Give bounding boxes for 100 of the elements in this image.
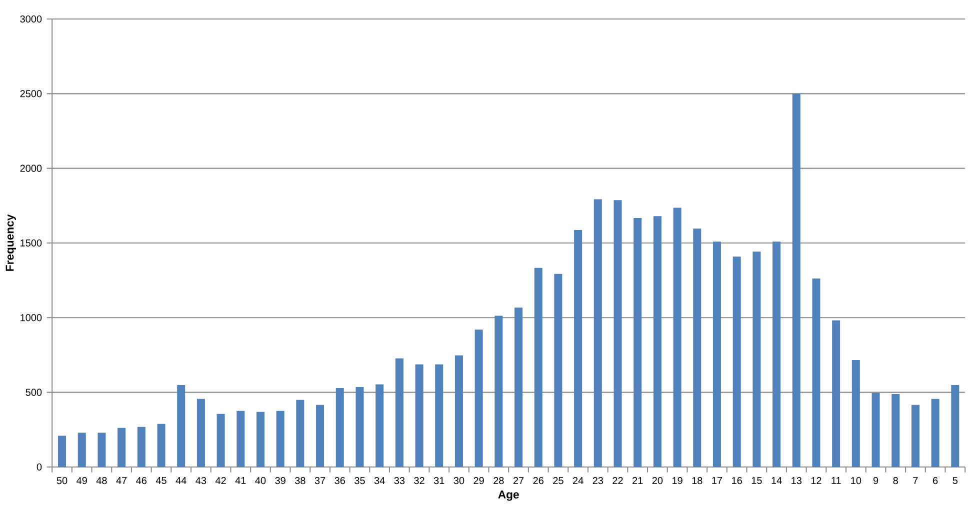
x-tick-label: 29 <box>474 477 484 484</box>
bar <box>634 218 642 467</box>
bar <box>892 394 900 467</box>
x-tick-label: 17 <box>712 477 722 484</box>
bar <box>58 436 66 467</box>
x-tick-label: 7 <box>913 477 918 484</box>
bar <box>931 398 940 467</box>
bar <box>474 330 483 467</box>
x-tick-label: 13 <box>792 477 802 484</box>
bar <box>316 404 324 467</box>
x-tick-label: 50 <box>56 477 68 484</box>
x-axis-title: Age <box>498 490 519 501</box>
y-tick-label: 2500 <box>20 90 42 98</box>
bar <box>256 412 264 467</box>
x-tick-label: 27 <box>513 477 524 484</box>
bar <box>614 200 622 467</box>
y-tick-label: 2000 <box>20 164 42 172</box>
x-tick-label: 10 <box>851 477 862 484</box>
bar <box>594 199 602 467</box>
x-tick-label: 48 <box>96 477 107 484</box>
y-axis-title: Frequency <box>6 214 16 271</box>
x-tick-label: 24 <box>572 477 584 484</box>
x-tick-label: 23 <box>592 477 604 484</box>
x-tick-label: 18 <box>692 477 702 484</box>
bar <box>693 228 702 467</box>
x-tick-label: 9 <box>873 477 878 484</box>
bar <box>812 278 820 467</box>
x-tick-label: 34 <box>374 477 385 484</box>
bar <box>454 355 463 467</box>
bar <box>196 398 205 467</box>
y-tick-label: 3000 <box>20 15 42 23</box>
x-tick-label: 6 <box>933 477 938 484</box>
x-tick-label: 20 <box>652 477 663 484</box>
bar <box>435 364 444 467</box>
x-tick-label: 31 <box>434 477 444 484</box>
x-tick-label: 35 <box>354 477 365 484</box>
bar <box>137 426 146 467</box>
bar <box>296 400 304 467</box>
x-tick-label: 26 <box>533 477 544 484</box>
y-tick-label: 500 <box>26 388 42 396</box>
x-tick-label: 8 <box>893 477 898 484</box>
bar <box>236 410 245 467</box>
y-tick-label: 0 <box>36 463 42 471</box>
x-tick-label: 21 <box>632 477 643 484</box>
x-tick-label: 36 <box>334 477 345 484</box>
bar <box>752 252 761 467</box>
y-tick-label: 1500 <box>20 239 42 247</box>
x-tick-label: 37 <box>314 477 326 484</box>
x-tick-label: 11 <box>832 477 841 484</box>
bar <box>951 385 960 467</box>
bar <box>98 432 106 467</box>
x-tick-label: 49 <box>76 477 87 484</box>
x-tick-label: 19 <box>672 477 682 484</box>
bar <box>872 392 880 467</box>
bar <box>276 410 284 467</box>
bar <box>574 230 582 467</box>
bar <box>177 385 186 467</box>
x-tick-label: 40 <box>255 477 266 484</box>
x-tick-label: 39 <box>275 477 286 484</box>
y-tick-label: 1000 <box>20 314 42 322</box>
bar <box>78 432 86 467</box>
bar <box>911 404 920 467</box>
x-tick-label: 47 <box>116 477 127 484</box>
bar <box>653 216 662 467</box>
bar <box>376 384 384 467</box>
bar <box>356 386 364 467</box>
x-tick-label: 43 <box>196 477 206 484</box>
x-tick-label: 12 <box>811 477 822 484</box>
bar <box>712 242 721 467</box>
bar <box>415 364 424 467</box>
bar <box>732 256 741 467</box>
bar <box>514 308 523 467</box>
x-tick-label: 38 <box>295 477 306 484</box>
bar <box>673 208 682 467</box>
x-tick-label: 16 <box>732 477 742 484</box>
bar <box>554 274 562 467</box>
x-tick-label: 28 <box>494 477 504 484</box>
x-tick-label: 14 <box>772 477 782 484</box>
x-tick-label: 41 <box>235 477 246 484</box>
x-tick-label: 46 <box>136 477 147 484</box>
x-tick-label: 32 <box>414 477 424 484</box>
x-tick-label: 5 <box>952 477 958 484</box>
x-tick-label: 15 <box>752 477 762 484</box>
bar <box>852 360 860 467</box>
bar <box>792 94 800 467</box>
bar <box>118 428 126 467</box>
x-tick-label: 22 <box>612 477 623 484</box>
bar <box>336 388 344 467</box>
x-tick-label: 33 <box>394 477 405 484</box>
bar <box>157 424 166 467</box>
x-tick-label: 25 <box>553 477 564 484</box>
bar <box>534 268 542 467</box>
x-tick-label: 44 <box>176 477 186 484</box>
bar <box>216 414 225 467</box>
x-tick-label: 45 <box>156 477 166 484</box>
bar <box>395 358 404 467</box>
bar <box>832 320 840 467</box>
x-tick-label: 42 <box>215 477 226 484</box>
bar <box>494 316 503 467</box>
bar <box>772 242 781 467</box>
